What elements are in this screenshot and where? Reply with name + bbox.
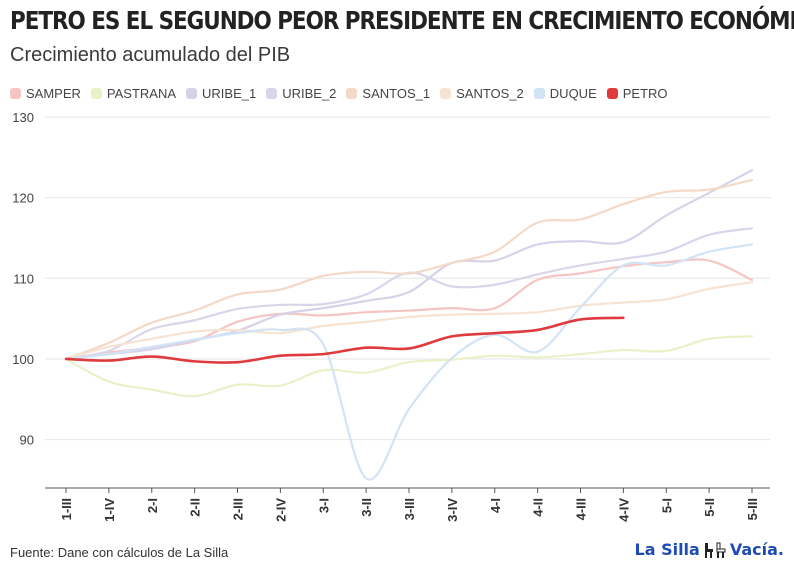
x-tick-label: 3-I <box>316 498 331 513</box>
legend-item-pastrana: PASTRANA <box>90 86 177 101</box>
legend-item-samper: SAMPER <box>10 86 81 101</box>
x-tick-label: 4-II <box>531 498 546 517</box>
x-tick-label: 5-I <box>659 498 674 513</box>
series-line-uribe-2 <box>64 227 754 361</box>
legend-swatch <box>266 88 278 99</box>
source-note: Fuente: Dane con cálculos de La Silla <box>10 545 229 560</box>
legend-label: DUQUE <box>549 86 597 101</box>
x-tick-label: 3-III <box>402 498 417 520</box>
legend-swatch <box>10 88 21 99</box>
y-tick-label: 100 <box>12 352 34 367</box>
y-tick-label: 110 <box>13 271 34 286</box>
x-tick-label: 4-I <box>488 498 503 513</box>
legend-label: URIBE_1 <box>202 86 257 101</box>
chart-subtitle: Crecimiento acumulado del PIB <box>10 44 291 66</box>
x-tick-label: 2-II <box>188 498 203 517</box>
y-tick-label: 130 <box>12 110 34 125</box>
y-tick-label: 120 <box>12 191 34 206</box>
y-tick-label: 90 <box>20 433 34 448</box>
legend-label: SAMPER <box>26 86 81 101</box>
x-tick-label: 2-III <box>231 498 246 520</box>
legend-item-duque: DUQUE <box>533 86 597 101</box>
legend-item-santos-1: SANTOS_1 <box>346 86 430 101</box>
la-silla-vacia-logo: La Silla Vacía. <box>635 540 785 559</box>
legend-label: SANTOS_2 <box>456 86 524 101</box>
legend-swatch <box>186 88 198 99</box>
legend-item-petro: PETRO <box>606 86 668 101</box>
x-tick-label: 1-III <box>59 498 74 520</box>
legend-swatch <box>346 88 358 99</box>
x-tick-label: 2-IV <box>273 498 288 522</box>
legend-item-uribe-1: URIBE_1 <box>186 86 256 101</box>
x-tick-label: 5-II <box>702 498 717 517</box>
series-line-santos-1 <box>64 178 754 361</box>
series-line-santos-2 <box>64 281 754 361</box>
logo-text-right: Vacía. <box>729 540 784 559</box>
legend-swatch <box>440 88 452 99</box>
series-line-petro <box>64 316 625 364</box>
series-line-duque <box>64 243 754 481</box>
x-tick-label: 5-III <box>745 498 760 520</box>
legend-label: URIBE_2 <box>282 86 337 101</box>
legend-label: SANTOS_1 <box>362 86 431 101</box>
logo-text-left: La Silla <box>634 540 700 559</box>
chairs-icon <box>704 542 726 558</box>
legend-item-uribe-2: URIBE_2 <box>266 86 336 101</box>
x-tick-label: 4-IV <box>616 498 631 522</box>
series-line-pastrana <box>64 335 754 398</box>
series-line-uribe-1 <box>64 169 754 361</box>
legend-swatch <box>90 88 102 99</box>
x-tick-label: 3-II <box>359 498 374 517</box>
chart-title: PETRO ES EL SEGUNDO PEOR PRESIDENTE EN C… <box>10 6 794 35</box>
legend: SAMPER PASTRANA URIBE_1 URIBE_2 SANTOS_1 SANT… <box>10 86 668 101</box>
legend-item-santos-2: SANTOS_2 <box>440 86 524 101</box>
x-tick-label: 3-IV <box>445 498 460 522</box>
x-tick-label: 1-IV <box>102 498 117 522</box>
legend-label: PETRO <box>622 86 668 101</box>
x-tick-label: 2-I <box>145 498 160 513</box>
legend-label: PASTRANA <box>106 86 177 101</box>
x-tick-label: 4-III <box>574 498 589 520</box>
legend-swatch <box>606 88 618 99</box>
legend-swatch <box>533 88 545 99</box>
